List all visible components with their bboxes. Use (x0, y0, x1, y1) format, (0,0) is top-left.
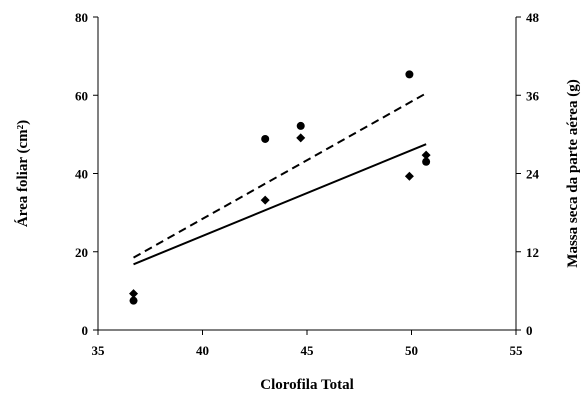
trend-lines (133, 92, 427, 266)
x-tick-label: 50 (405, 343, 418, 358)
axis-labels: Clorofila Total Área foliar (cm²) Massa … (14, 79, 581, 393)
diamond-point (260, 195, 270, 205)
y-right-axis-title: Massa seca da parte aérea (g) (565, 79, 581, 267)
diamond-point (421, 150, 431, 160)
y-right-tick-label: 0 (526, 323, 533, 338)
y-left-tick-label: 0 (82, 323, 89, 338)
y-left-tick-label: 40 (75, 167, 88, 182)
y-left-axis-title: Área foliar (cm²) (14, 120, 31, 227)
trend-line-solid (133, 143, 427, 266)
circle-point (261, 134, 270, 143)
diamond-point (296, 133, 306, 143)
y-right-tick-label: 12 (526, 245, 539, 260)
circle-point (422, 157, 431, 166)
y-left-tick-label: 20 (75, 245, 88, 260)
y-right-tick-label: 36 (526, 88, 540, 103)
circle-point (296, 121, 305, 130)
diamond-point (404, 171, 414, 181)
circle-point (405, 70, 414, 79)
x-tick-label: 35 (92, 343, 106, 358)
x-tick-label: 40 (196, 343, 209, 358)
x-tick-label: 45 (301, 343, 315, 358)
y-left-tick-label: 60 (75, 88, 88, 103)
diamond-point (129, 289, 139, 299)
x-tick-label: 55 (510, 343, 524, 358)
x-axis-title: Clorofila Total (260, 377, 354, 393)
y-right-tick-label: 24 (526, 167, 540, 182)
y-left-tick-label: 80 (75, 10, 88, 25)
circle-point (129, 296, 138, 305)
y-right-tick-label: 48 (526, 10, 540, 25)
data-points (129, 70, 431, 305)
trend-line-dashed (133, 92, 427, 259)
